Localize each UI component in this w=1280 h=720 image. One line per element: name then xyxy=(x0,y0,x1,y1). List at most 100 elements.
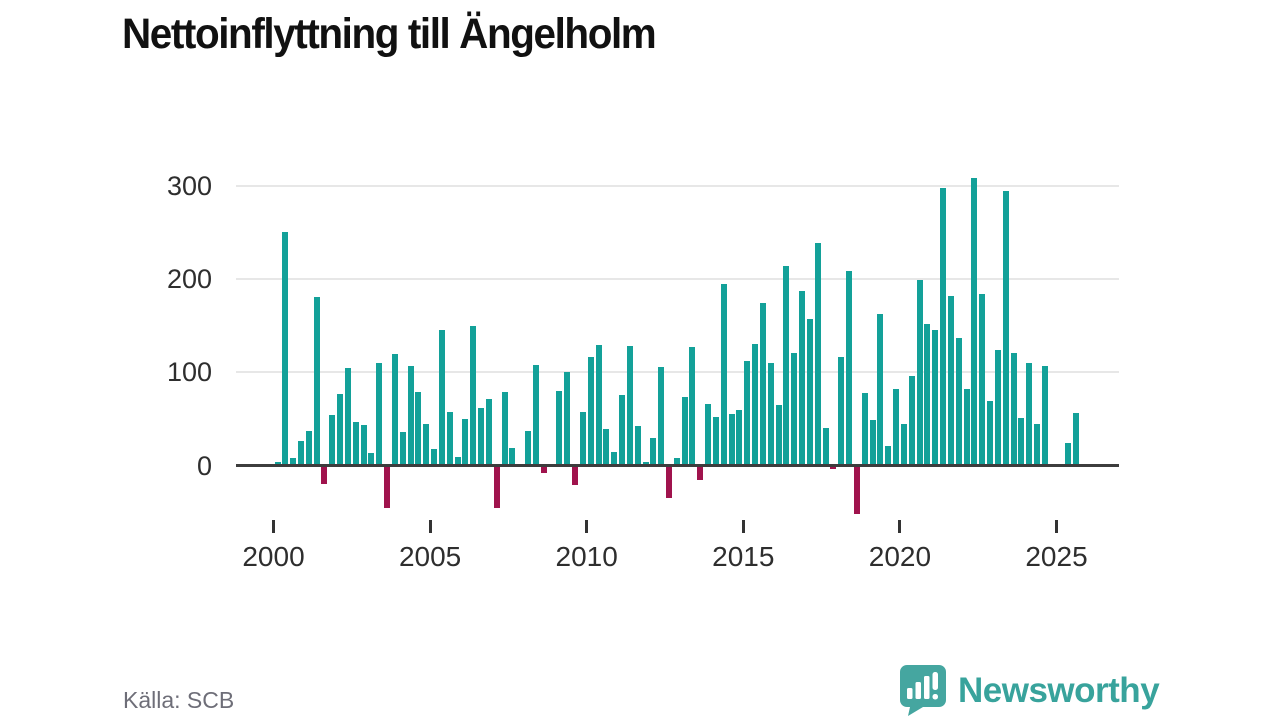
x-axis-tick-2010 xyxy=(585,520,589,533)
bar-2001-Q2 xyxy=(313,296,320,466)
bar-2011-Q3 xyxy=(634,426,641,466)
y-axis-tick-label: 300 xyxy=(166,170,212,201)
bar-2000-Q4 xyxy=(297,441,304,466)
y-axis-tick-label: 200 xyxy=(166,263,212,294)
bar-2002-Q1 xyxy=(337,393,344,466)
bar-2015-Q3 xyxy=(759,303,766,466)
bar-2014-Q2 xyxy=(720,283,727,466)
bar-2013-Q1 xyxy=(681,397,688,466)
bar-2012-Q4 xyxy=(673,458,680,466)
source-note: Källa: SCB xyxy=(123,687,235,713)
bar-2011-Q1 xyxy=(619,394,626,466)
bar-2022-Q2 xyxy=(971,178,978,466)
bar-2002-Q2 xyxy=(344,367,351,466)
bar-2008-Q3 xyxy=(540,465,547,473)
bar-2002-Q3 xyxy=(352,421,359,466)
bar-2006-Q1 xyxy=(462,418,469,466)
bar-2013-Q3 xyxy=(697,465,704,480)
bar-2020-Q3 xyxy=(916,279,923,466)
bar-2008-Q2 xyxy=(532,364,539,466)
bar-2023-Q4 xyxy=(1018,417,1025,466)
x-axis-tick-2005 xyxy=(428,520,432,533)
newsworthy-logo: Newsworthy xyxy=(897,663,1160,716)
x-axis-label-2000: 2000 xyxy=(242,541,305,572)
chart-title: Nettoinflyttning till Ängelholm xyxy=(122,10,657,58)
bar-2023-Q1 xyxy=(994,349,1001,466)
bar-2013-Q4 xyxy=(705,403,712,466)
bar-2017-Q1 xyxy=(806,318,813,466)
bar-2009-Q2 xyxy=(564,372,571,466)
bar-2003-Q1 xyxy=(368,453,375,466)
gridline-y-300 xyxy=(236,184,1119,187)
bar-2006-Q2 xyxy=(470,325,477,466)
bar-2023-Q3 xyxy=(1010,352,1017,466)
bar-2001-Q3 xyxy=(321,465,328,485)
bar-2010-Q2 xyxy=(595,345,602,466)
bar-2014-Q4 xyxy=(736,409,743,466)
bar-2019-Q4 xyxy=(893,388,900,466)
bar-2004-Q2 xyxy=(407,365,414,466)
bar-2025-Q3 xyxy=(1073,413,1080,466)
bar-2009-Q3 xyxy=(572,465,579,486)
bar-2005-Q3 xyxy=(446,412,453,466)
bar-2016-Q4 xyxy=(799,290,806,466)
bar-2016-Q2 xyxy=(783,265,790,466)
y-axis-tick-label: 100 xyxy=(166,357,212,388)
bar-2022-Q4 xyxy=(987,401,994,466)
gridline-y-100 xyxy=(236,371,1119,374)
x-axis-tick-2025 xyxy=(1055,520,1058,533)
bar-2021-Q1 xyxy=(932,330,939,466)
gridline-y-200 xyxy=(236,277,1119,280)
bar-2017-Q4 xyxy=(830,465,837,470)
bar-2023-Q2 xyxy=(1002,191,1009,466)
bar-2003-Q4 xyxy=(391,353,398,466)
newsworthy-speech-bubble-chart-icon xyxy=(897,663,947,716)
bar-2019-Q1 xyxy=(869,419,876,466)
bar-2016-Q1 xyxy=(775,404,782,466)
x-axis-zero-line xyxy=(236,463,1119,467)
bar-2015-Q2 xyxy=(752,344,759,466)
bar-2010-Q3 xyxy=(603,429,610,466)
bar-2017-Q3 xyxy=(822,428,829,466)
bar-2017-Q2 xyxy=(814,243,821,466)
bar-2025-Q2 xyxy=(1065,443,1072,466)
bar-2022-Q1 xyxy=(963,388,970,466)
bar-2005-Q1 xyxy=(431,448,438,466)
bar-2003-Q2 xyxy=(376,362,383,466)
bar-2000-Q2 xyxy=(282,232,289,466)
x-axis-tick-2015 xyxy=(741,520,745,533)
bar-2004-Q4 xyxy=(423,423,430,466)
bar-2013-Q2 xyxy=(689,346,696,466)
bar-2011-Q2 xyxy=(626,346,633,466)
bar-2018-Q1 xyxy=(838,357,845,466)
bar-2004-Q3 xyxy=(415,391,422,466)
bar-2018-Q2 xyxy=(846,271,853,466)
bar-2001-Q4 xyxy=(329,415,336,466)
bar-2003-Q3 xyxy=(384,465,391,509)
bar-2007-Q1 xyxy=(493,465,500,508)
bar-2014-Q1 xyxy=(712,416,719,466)
bar-2012-Q1 xyxy=(650,438,657,466)
bar-2016-Q3 xyxy=(791,352,798,466)
bar-2012-Q3 xyxy=(666,465,672,499)
bar-2019-Q2 xyxy=(877,314,884,466)
bar-2008-Q1 xyxy=(525,430,532,466)
x-axis-tick-2020 xyxy=(898,520,902,533)
bar-2021-Q2 xyxy=(940,188,947,466)
bar-2024-Q1 xyxy=(1026,362,1033,466)
x-axis-label-2010: 2010 xyxy=(555,541,618,572)
bar-2020-Q4 xyxy=(924,323,931,466)
bar-2004-Q1 xyxy=(399,431,406,466)
bar-2009-Q4 xyxy=(579,412,586,466)
bar-2010-Q4 xyxy=(611,452,618,466)
bar-2019-Q3 xyxy=(885,445,892,466)
bar-2018-Q4 xyxy=(861,392,868,466)
bar-2005-Q2 xyxy=(438,330,445,466)
bar-2012-Q2 xyxy=(658,366,665,466)
bar-2024-Q3 xyxy=(1041,365,1048,466)
bar-2006-Q3 xyxy=(478,407,485,466)
bar-2009-Q1 xyxy=(556,390,563,466)
bar-2022-Q3 xyxy=(979,293,986,466)
